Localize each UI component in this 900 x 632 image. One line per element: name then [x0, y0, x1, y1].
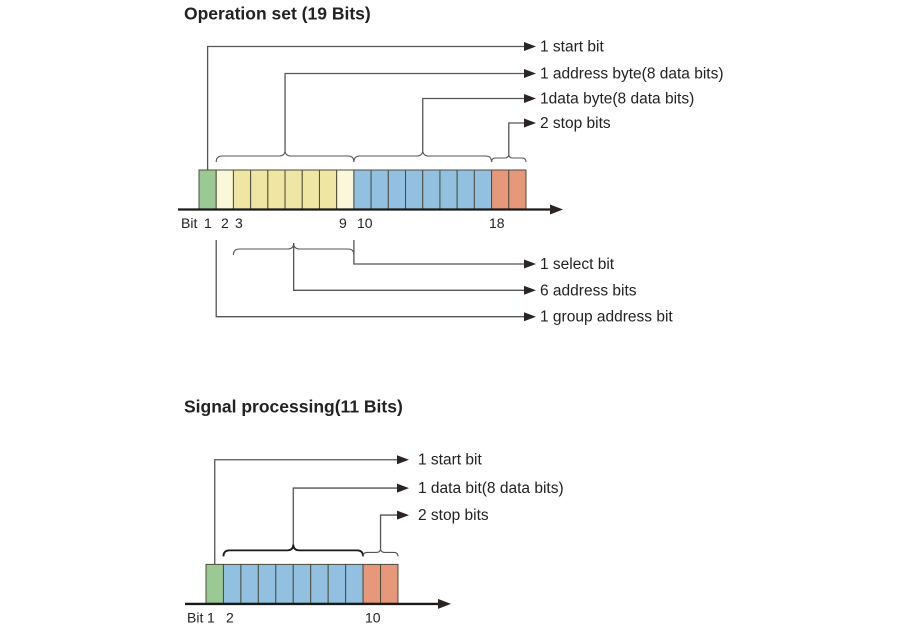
svg-text:3: 3 [235, 215, 243, 231]
svg-text:9: 9 [339, 215, 347, 231]
svg-text:2: 2 [226, 609, 234, 625]
svg-text:2 stop bits: 2 stop bits [540, 115, 611, 132]
svg-text:1 data bit(8 data bits): 1 data bit(8 data bits) [418, 480, 564, 497]
svg-text:1data byte(8 data bits): 1data byte(8 data bits) [540, 91, 694, 108]
svg-text:6 address bits: 6 address bits [540, 282, 637, 299]
svg-text:1 start bit: 1 start bit [540, 39, 604, 56]
svg-text:1 select bit: 1 select bit [540, 256, 615, 273]
svg-text:Operation set (19 Bits): Operation set (19 Bits) [184, 4, 371, 24]
svg-text:2 stop bits: 2 stop bits [418, 507, 489, 524]
svg-text:1: 1 [204, 215, 212, 231]
svg-text:1 address byte(8 data bits): 1 address byte(8 data bits) [540, 66, 724, 83]
svg-text:10: 10 [365, 609, 381, 625]
svg-text:1: 1 [207, 609, 215, 625]
svg-text:2: 2 [221, 215, 229, 231]
svg-text:Signal processing(11 Bits): Signal processing(11 Bits) [184, 397, 403, 417]
svg-text:1 group address bit: 1 group address bit [540, 309, 673, 326]
svg-text:Bit: Bit [181, 215, 197, 231]
svg-text:Bit: Bit [187, 609, 203, 625]
svg-text:10: 10 [357, 215, 373, 231]
svg-text:18: 18 [489, 215, 505, 231]
svg-text:1 start bit: 1 start bit [418, 452, 482, 469]
